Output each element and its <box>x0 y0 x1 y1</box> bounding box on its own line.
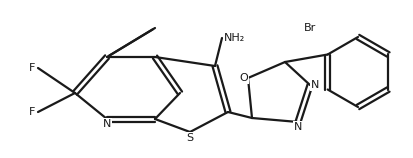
Text: N: N <box>103 119 111 129</box>
Text: Br: Br <box>304 23 316 33</box>
Text: F: F <box>28 107 35 117</box>
Text: F: F <box>28 63 35 73</box>
Text: N: N <box>311 80 319 90</box>
Text: N: N <box>294 122 302 132</box>
Text: S: S <box>186 133 194 143</box>
Text: O: O <box>240 73 248 83</box>
Text: NH₂: NH₂ <box>224 33 245 43</box>
